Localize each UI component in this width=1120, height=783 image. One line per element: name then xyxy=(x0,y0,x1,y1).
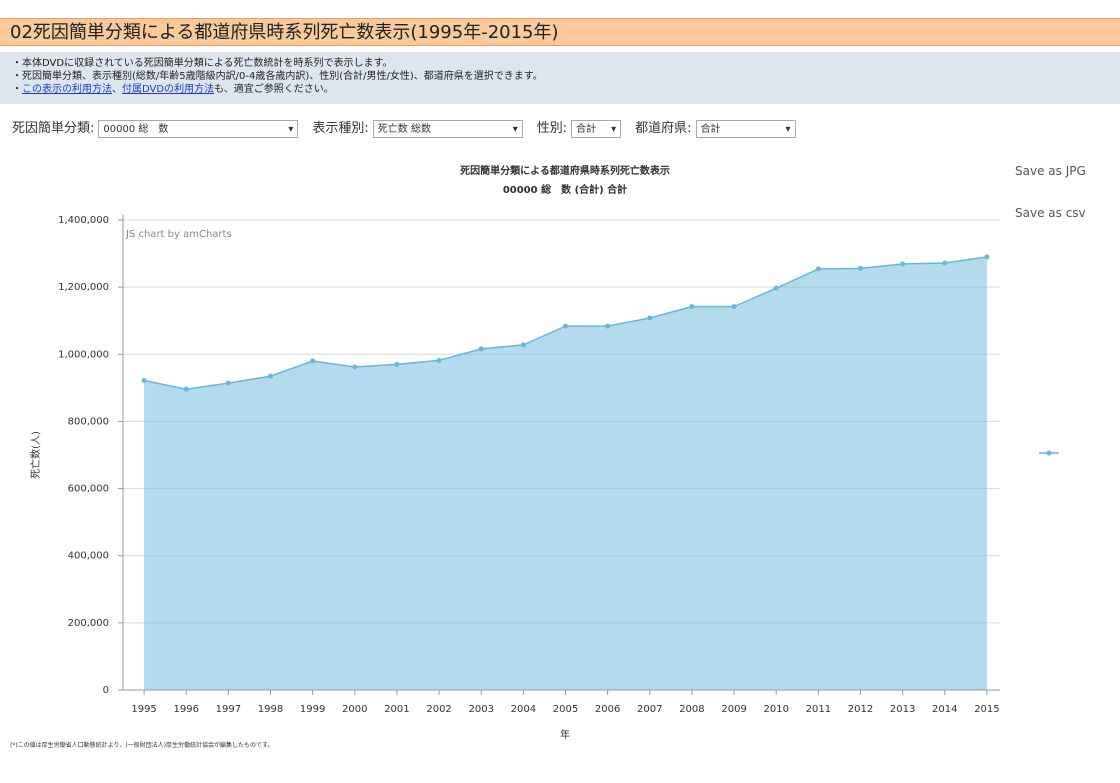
info-line: ・本体DVDに収録されている死因簡単分類による死亡数統計を時系列で表示します。 xyxy=(12,58,393,69)
data-point xyxy=(647,315,653,321)
data-point xyxy=(141,377,147,383)
data-point xyxy=(984,254,990,260)
data-point xyxy=(563,323,568,329)
data-point xyxy=(394,361,400,367)
data-point xyxy=(815,266,821,272)
control-label: 死因簡単分類: xyxy=(12,121,95,136)
select[interactable]: 00000 総 数 xyxy=(98,120,299,139)
chart-title: 死因簡単分類による都道府県時系列死亡数表示 xyxy=(460,164,670,177)
x-tick-label: 2012 xyxy=(848,704,873,715)
y-tick-label: 200,000 xyxy=(68,618,109,629)
text: も、適宜ご参照ください。 xyxy=(214,84,334,95)
data-point xyxy=(773,285,779,291)
control-label: 表示種別: xyxy=(312,121,369,136)
x-tick-label: 2014 xyxy=(932,704,957,715)
control-label: 性別: xyxy=(536,121,568,136)
x-tick-label: 2015 xyxy=(974,704,999,715)
x-tick-label: 2001 xyxy=(384,704,409,715)
data-point xyxy=(478,346,484,352)
footnote: (*)この値は厚生労働省人口動態統計より、(一般財団法人)厚生労働統計協会が編集… xyxy=(10,742,274,749)
save-button[interactable]: Save as csv xyxy=(1005,200,1120,226)
info-box: ・本体DVDに収録されている死因簡単分類による死亡数統計を時系列で表示します。 … xyxy=(0,52,1120,104)
data-point xyxy=(310,358,316,364)
chart-subtitle: 00000 総 数 (合計) 合計 xyxy=(503,183,627,196)
y-tick-label: 1,200,000 xyxy=(58,282,109,293)
data-point xyxy=(352,364,358,370)
x-tick-label: 2007 xyxy=(637,704,662,715)
x-tick-label: 1996 xyxy=(173,704,198,715)
control: 表示種別: 死亡数 総数 xyxy=(312,117,523,139)
legend-marker xyxy=(1046,450,1052,456)
x-tick-label: 2006 xyxy=(595,704,620,715)
area xyxy=(144,256,987,690)
legend xyxy=(1039,450,1059,456)
page-title: 02死因簡単分類による都道府県時系列死亡数表示(1995年-2015年) xyxy=(0,18,1120,46)
data-point xyxy=(731,304,737,310)
link[interactable]: 付属DVDの利用方法 xyxy=(122,84,215,95)
x-tick-label: 2009 xyxy=(721,704,746,715)
data-point xyxy=(942,260,948,266)
credit: JS chart by amCharts xyxy=(125,229,232,240)
data-point xyxy=(225,380,231,386)
control-label: 都道府県: xyxy=(635,121,692,136)
x-tick-label: 2000 xyxy=(342,704,367,715)
select[interactable]: 合計 xyxy=(695,120,796,139)
chart: 死因簡単分類による都道府県時系列死亡数表示 00000 総 数 (合計) 合計 … xyxy=(29,164,1000,741)
y-tick-label: 800,000 xyxy=(68,416,109,427)
control: 都道府県: 合計 xyxy=(635,117,796,139)
data-point xyxy=(858,265,863,271)
y-tick-label: 0 xyxy=(103,685,109,696)
y-tick-label: 1,400,000 xyxy=(58,215,109,226)
x-tick-label: 2010 xyxy=(763,704,788,715)
data-point xyxy=(689,304,695,310)
x-tick-label: 2008 xyxy=(679,704,704,715)
save-button[interactable]: Save as JPG xyxy=(1005,158,1120,184)
data-point xyxy=(900,261,906,267)
x-tick-label: 1998 xyxy=(258,704,283,715)
data-point xyxy=(268,373,273,379)
x-tick-label: 2005 xyxy=(553,704,578,715)
y-tick-label: 1,000,000 xyxy=(58,349,109,360)
link[interactable]: この表示の利用方法 xyxy=(22,84,112,95)
text: ・ xyxy=(12,84,22,95)
y-axis-label: 死亡数(人) xyxy=(29,431,42,479)
data-point xyxy=(605,323,611,329)
x-tick-label: 2003 xyxy=(468,704,493,715)
y-tick-label: 400,000 xyxy=(68,551,109,562)
data-point xyxy=(436,357,442,363)
x-axis-label: 年 xyxy=(560,728,570,741)
controls: 死因簡単分類:00000 総 数 表示種別:死亡数 総数 性別:合計 都道府県:… xyxy=(12,117,796,139)
info-line: ・死因簡単分類、表示種別(総数/年齢5歳階級内訳/0-4歳各歳内訳)、性別(合計… xyxy=(12,71,543,82)
x-tick-label: 2004 xyxy=(511,704,536,715)
data-point xyxy=(183,386,189,392)
x-tick-label: 1999 xyxy=(300,704,325,715)
y-tick-label: 600,000 xyxy=(68,484,109,495)
select[interactable]: 死亡数 総数 xyxy=(372,120,523,139)
text: 、 xyxy=(112,84,122,95)
x-tick-label: 2013 xyxy=(890,704,915,715)
control: 死因簡単分類: 00000 総 数 xyxy=(12,117,299,139)
x-tick-label: 1995 xyxy=(131,704,156,715)
info-line: ・この表示の利用方法、付属DVDの利用方法も、適宜ご参照ください。 xyxy=(12,83,1108,96)
x-tick-label: 2002 xyxy=(426,704,451,715)
x-tick-label: 1997 xyxy=(216,704,241,715)
data-point xyxy=(520,342,526,348)
control: 性別: 合計 xyxy=(536,117,622,139)
x-tick-label: 2011 xyxy=(806,704,831,715)
select[interactable]: 合計 xyxy=(571,120,622,139)
